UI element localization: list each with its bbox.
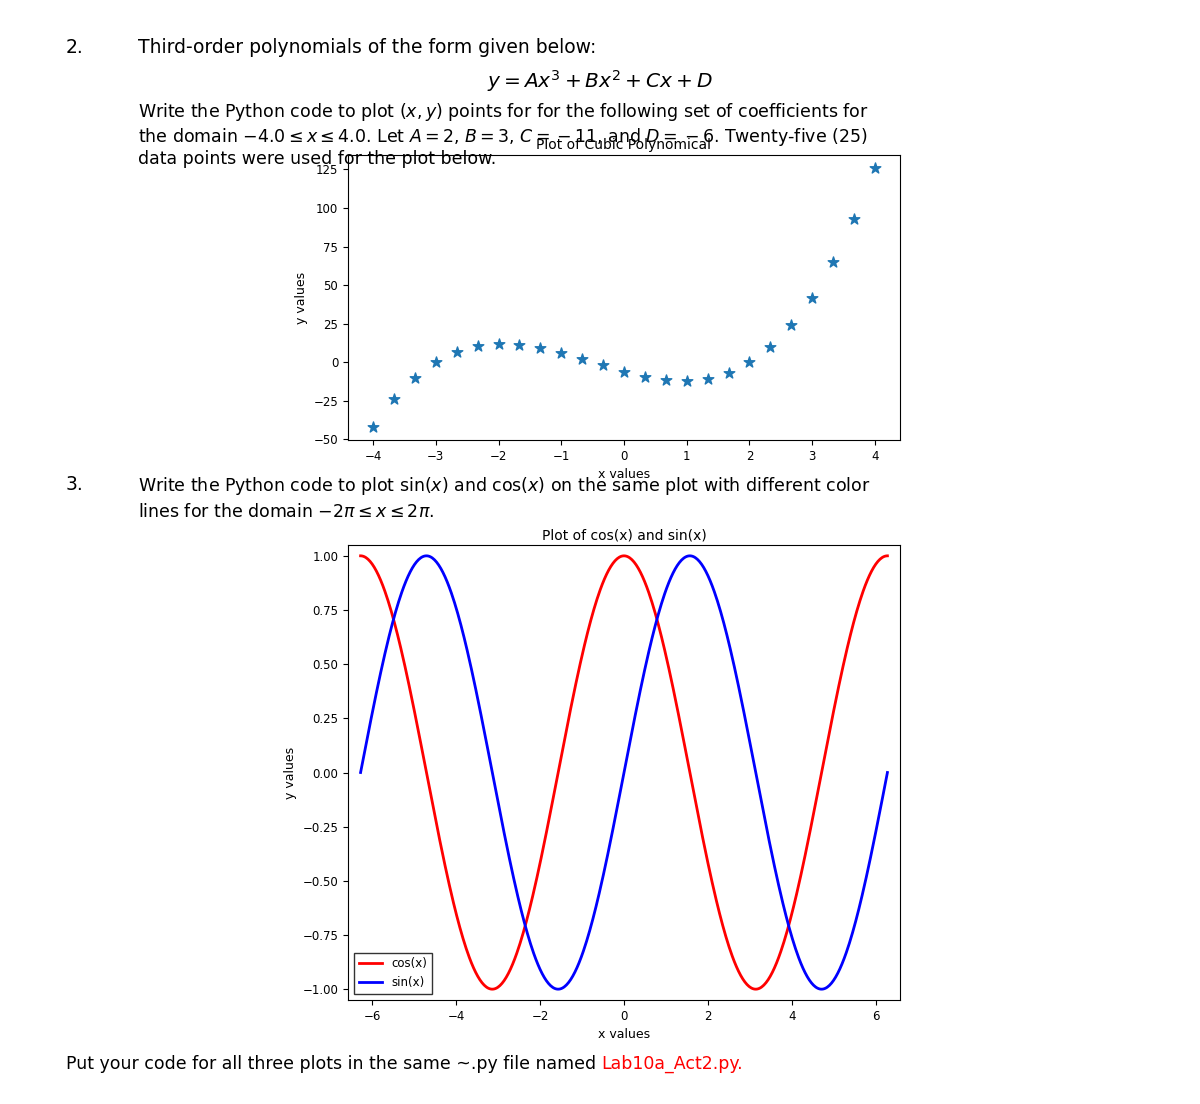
Text: the domain $-4.0 \leq x \leq 4.0$. Let $A = 2$, $B = 3$, $C = -11$, and $D = -6$: the domain $-4.0 \leq x \leq 4.0$. Let $… (138, 126, 868, 148)
Text: $y = Ax^3 + Bx^2 + Cx + D$: $y = Ax^3 + Bx^2 + Cx + D$ (487, 67, 713, 94)
Point (614, 363, 634, 381)
Text: Write the Python code to plot $(x, y)$ points for for the following set of coeff: Write the Python code to plot $(x, y)$ p… (138, 102, 869, 124)
Point (364, 418, 383, 436)
Text: Write the Python code to plot $\sin(x)$ and $\cos(x)$ on the same plot with diff: Write the Python code to plot $\sin(x)$ … (138, 475, 870, 497)
sin(x) (668, 562, 683, 575)
Point (572, 350, 592, 368)
cos(x) (485, 983, 499, 996)
cos(x) (668, 692, 683, 705)
sin(x) (605, 828, 619, 841)
Point (552, 344, 571, 362)
Text: 2.: 2. (66, 38, 84, 57)
Title: Plot of Cubic Polynomical: Plot of Cubic Polynomical (536, 138, 712, 152)
Line: cos(x): cos(x) (360, 555, 888, 989)
Point (719, 364, 738, 382)
Point (530, 339, 550, 357)
Point (761, 338, 780, 355)
sin(x) (551, 983, 565, 996)
Point (635, 368, 654, 385)
Line: sin(x): sin(x) (360, 555, 888, 989)
Point (656, 371, 676, 389)
cos(x) (786, 901, 800, 914)
sin(x) (881, 766, 895, 779)
Y-axis label: y values: y values (284, 746, 296, 798)
cos(x) (881, 549, 895, 562)
Point (448, 343, 467, 361)
Title: Plot of cos(x) and sin(x): Plot of cos(x) and sin(x) (541, 529, 707, 542)
sin(x) (640, 655, 654, 668)
Point (781, 317, 800, 335)
Text: 3.: 3. (66, 475, 84, 493)
sin(x) (683, 549, 697, 562)
Point (510, 336, 529, 353)
Point (468, 337, 487, 354)
cos(x) (608, 554, 623, 567)
Point (823, 254, 842, 272)
Text: Lab10a_Act2.py.: Lab10a_Act2.py. (601, 1055, 743, 1073)
Text: lines for the domain $-2\pi \leq x \leq 2\pi$.: lines for the domain $-2\pi \leq x \leq … (138, 503, 434, 521)
X-axis label: x values: x values (598, 468, 650, 481)
Point (698, 370, 718, 388)
X-axis label: x values: x values (598, 1028, 650, 1041)
Text: Third-order polynomials of the form given below:: Third-order polynomials of the form give… (138, 38, 596, 57)
Point (803, 288, 822, 306)
Point (677, 372, 696, 390)
Legend: cos(x), sin(x): cos(x), sin(x) (354, 953, 432, 994)
Point (426, 353, 445, 371)
Point (845, 211, 864, 229)
Y-axis label: y values: y values (295, 272, 308, 323)
Point (406, 369, 425, 386)
cos(x) (869, 558, 883, 571)
sin(x) (353, 766, 367, 779)
Text: data points were used for the plot below.: data points were used for the plot below… (138, 150, 497, 168)
sin(x) (608, 811, 623, 825)
Point (594, 357, 613, 374)
Point (865, 159, 884, 177)
sin(x) (870, 820, 884, 834)
Point (384, 391, 403, 408)
Point (740, 353, 760, 371)
sin(x) (787, 940, 802, 953)
cos(x) (605, 559, 619, 572)
cos(x) (353, 549, 367, 562)
Point (488, 335, 508, 352)
cos(x) (640, 581, 654, 594)
Text: Put your code for all three plots in the same ~.py file named: Put your code for all three plots in the… (66, 1055, 601, 1073)
